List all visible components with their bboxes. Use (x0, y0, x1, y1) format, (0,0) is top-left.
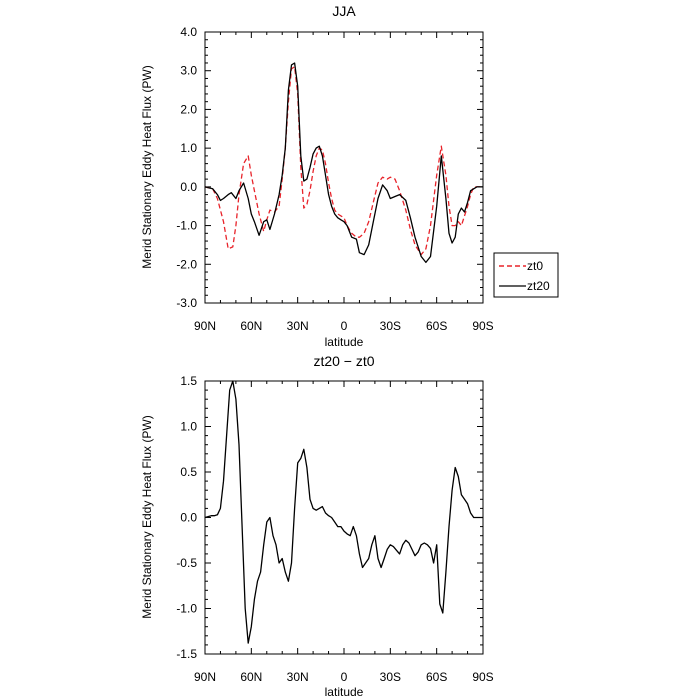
y-tick-label: 0.0 (180, 511, 197, 525)
bottom-series (204, 380, 483, 644)
legend-label-zt20: zt20 (527, 279, 550, 293)
x-tick-label: 0 (341, 319, 348, 333)
legend-box (493, 252, 559, 298)
x-tick-label: 90S (472, 319, 493, 333)
legend: zt0 zt20 (493, 252, 559, 298)
y-tick-label: 0.5 (180, 465, 197, 479)
bottom-plot-frame (204, 380, 484, 655)
x-tick-label: 30N (287, 670, 309, 684)
bottom-title: zt20 − zt0 (313, 353, 374, 369)
x-tick-label: 90N (194, 319, 216, 333)
x-tick-label: 0 (341, 670, 348, 684)
y-tick-label: 0.0 (180, 180, 197, 194)
legend-label-zt0: zt0 (527, 259, 543, 273)
top-series (204, 62, 483, 264)
x-tick-label: 30N (287, 319, 309, 333)
x-tick-label: 90N (194, 670, 216, 684)
y-tick-label: 4.0 (180, 25, 197, 39)
series-line-zt20 (204, 62, 483, 264)
y-tick-label: -3.0 (176, 296, 197, 310)
top-panel: JJA 90N 60N 30N 0 30S 60S 90S -3.0 -2.0 -1.0 0.0 1.… (140, 3, 559, 349)
x-tick-label: 60S (426, 670, 447, 684)
y-tick-label: -0.5 (176, 556, 197, 570)
bottom-ylabel: Merid Stationary Eddy Heat Flux (PW) (140, 415, 154, 618)
y-tick-label: 1.0 (180, 420, 197, 434)
x-tick-label: 60N (240, 670, 262, 684)
top-ylabel: Merid Stationary Eddy Heat Flux (PW) (140, 65, 154, 268)
y-tick-label: 2.0 (180, 102, 197, 116)
y-tick-label: -1.0 (176, 602, 197, 616)
top-title: JJA (332, 3, 356, 19)
top-ticks: 90N 60N 30N 0 30S 60S 90S -3.0 -2.0 -1.0 0.0 1.0 2.0… (176, 25, 493, 333)
bottom-ticks: 90N 60N 30N 0 30S 60S 90S -1.5 -1.0 -0.5 0.0 0.5 1.0… (176, 374, 493, 684)
top-xlabel: latitude (325, 335, 364, 349)
x-tick-label: 30S (380, 670, 401, 684)
series-line-diff-0 (204, 380, 483, 644)
y-tick-label: -2.0 (176, 257, 197, 271)
x-tick-label: 60N (240, 319, 262, 333)
series-line-zt0 (204, 66, 483, 256)
x-tick-label: 30S (380, 319, 401, 333)
y-tick-label: 1.0 (180, 141, 197, 155)
bottom-panel: zt20 − zt0 90N 60N 30N 0 30S 60S 90S -1.5 -1.0 -0… (140, 353, 494, 699)
bottom-xlabel: latitude (325, 685, 364, 699)
y-tick-label: 1.5 (180, 374, 197, 388)
x-tick-label: 90S (472, 670, 493, 684)
y-tick-label: -1.0 (176, 219, 197, 233)
y-tick-label: 3.0 (180, 64, 197, 78)
y-tick-label: -1.5 (176, 647, 197, 661)
x-tick-label: 60S (426, 319, 447, 333)
top-plot-frame (204, 31, 484, 304)
